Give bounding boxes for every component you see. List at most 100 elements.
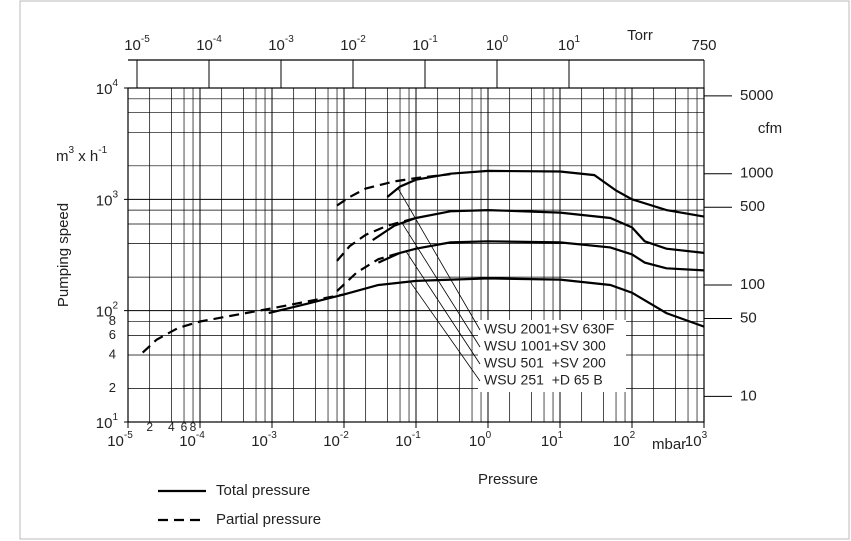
y2-tick-label: 1000 [740, 165, 773, 182]
top-tick-label-base: 10 [268, 37, 285, 54]
x-tick-label-exponent: -4 [196, 430, 205, 441]
x-tick-label-base: 10 [179, 433, 196, 450]
x-tick-label-base: 10 [541, 433, 558, 450]
curve-label: WSU 1001+SV 300 [484, 338, 606, 354]
curve-label: WSU 2001+SV 630F [484, 321, 614, 337]
top-tick-label-exponent: -1 [429, 34, 438, 45]
y-axis-unit-part: m [56, 148, 69, 165]
y2-tick-label: 100 [740, 276, 765, 293]
top-tick-label: 100 [486, 34, 509, 54]
x-tick-label: 10-4 [179, 430, 205, 450]
legend-total-label: Total pressure [216, 482, 310, 499]
x-tick-label-exponent: 0 [486, 430, 492, 441]
x-tick-label-base: 10 [323, 433, 340, 450]
y-minor-label: 6 [109, 327, 116, 342]
y-minor-label: 4 [109, 346, 116, 361]
y-axis-title: Pumping speed [55, 203, 72, 307]
x-tick-label: 102 [613, 430, 636, 450]
partial-pressure-line [336, 173, 451, 207]
frame [19, 0, 850, 540]
curve-label: WSU 251 +D 65 B [484, 372, 603, 388]
top-tick-label-base: 10 [558, 37, 575, 54]
x-tick-label: 103 [685, 430, 708, 450]
top-tick-label-base: 750 [691, 37, 716, 54]
x-tick-label-exponent: -5 [124, 430, 133, 441]
top-tick-label-base: 10 [412, 37, 429, 54]
top-axis-title: Torr [627, 27, 653, 44]
partial-pressure-line [141, 293, 345, 354]
x-tick-label: 10-1 [395, 430, 421, 450]
top-tick-label: 10-1 [412, 34, 438, 54]
y-tick-label-exponent: 1 [112, 412, 118, 423]
top-tick-label-exponent: 0 [503, 34, 509, 45]
total-pressure-line [372, 208, 705, 254]
y-tick-label: 102 [96, 300, 119, 320]
top-tick-label: 10-4 [196, 34, 222, 54]
x-tick-label-exponent: -2 [340, 430, 349, 441]
top-tick-label-base: 10 [486, 37, 503, 54]
top-tick-label: 750 [691, 37, 716, 54]
partial-pressure-line [336, 251, 401, 292]
x-tick-label-base: 10 [613, 433, 630, 450]
x-minor-label: 2 [146, 420, 153, 434]
x-tick-label: 100 [469, 430, 492, 450]
y-tick-label-exponent: 2 [112, 300, 118, 311]
y-axis-unit-part: 3 [69, 145, 75, 156]
y2-tick-label: 5000 [740, 87, 773, 104]
y-tick-label-base: 10 [96, 192, 113, 209]
curve-label: WSU 501 +SV 200 [484, 355, 606, 371]
legend-partial-label: Partial pressure [216, 511, 321, 528]
y-axis-unit: m3 x h-1 [56, 145, 108, 165]
leader-line [405, 251, 481, 365]
top-tick-label-exponent: -3 [285, 34, 294, 45]
callout-box [478, 320, 626, 392]
y-tick-label: 103 [96, 189, 119, 209]
x-tick-label-base: 10 [251, 433, 268, 450]
top-tick-label-exponent: -2 [357, 34, 366, 45]
y-minor-label: 8 [109, 313, 116, 328]
x-minor-label: 4 [168, 420, 175, 434]
y-tick-label-base: 10 [96, 304, 113, 321]
x-tick-label: 101 [541, 430, 564, 450]
leader-line [401, 222, 481, 348]
top-tick-label-base: 10 [340, 37, 357, 54]
y2-axis-title: cfm [758, 120, 782, 137]
y2-tick-label: 500 [740, 198, 765, 215]
x-tick-label-exponent: 1 [558, 430, 564, 441]
x-tick-label-exponent: -3 [268, 430, 277, 441]
top-tick-label: 101 [558, 34, 581, 54]
top-tick-label: 10-5 [124, 34, 150, 54]
y-tick-label-base: 10 [96, 415, 113, 432]
x-tick-label: 10-5 [107, 430, 133, 450]
x-tick-label: 10-2 [323, 430, 349, 450]
y-axis-unit-part: x h [74, 148, 98, 165]
x-axis-title: Pressure [478, 471, 538, 488]
plot-frame [127, 87, 705, 423]
x-tick-label-exponent: 3 [702, 430, 708, 441]
total-pressure-line [268, 277, 705, 328]
x-tick-label-base: 10 [395, 433, 412, 450]
y2-tick-label: 50 [740, 310, 757, 327]
top-tick-label-exponent: -5 [141, 34, 150, 45]
x-minor-label: 8 [190, 420, 197, 434]
x-minor-label: 6 [181, 420, 188, 434]
x-tick-label-base: 10 [469, 433, 486, 450]
leader-line [397, 188, 481, 331]
y-tick-label-base: 10 [96, 81, 113, 98]
top-tick-label: 10-3 [268, 34, 294, 54]
y-axis-unit-part: -1 [98, 145, 107, 156]
y-minor-label: 2 [109, 380, 116, 395]
y-tick-label: 104 [96, 78, 119, 98]
x-tick-label-exponent: 2 [630, 430, 636, 441]
total-pressure-line [386, 169, 705, 218]
y-tick-label: 101 [96, 412, 119, 432]
top-tick-label-base: 10 [196, 37, 213, 54]
leader-line [409, 281, 481, 382]
top-tick-label-exponent: 1 [575, 34, 581, 45]
y2-tick-label: 10 [740, 387, 757, 404]
y-tick-label-exponent: 3 [112, 189, 118, 200]
x-tick-label-exponent: -1 [412, 430, 421, 441]
partial-pressure-line [336, 216, 417, 262]
x-axis-unit: mbar [652, 436, 686, 453]
